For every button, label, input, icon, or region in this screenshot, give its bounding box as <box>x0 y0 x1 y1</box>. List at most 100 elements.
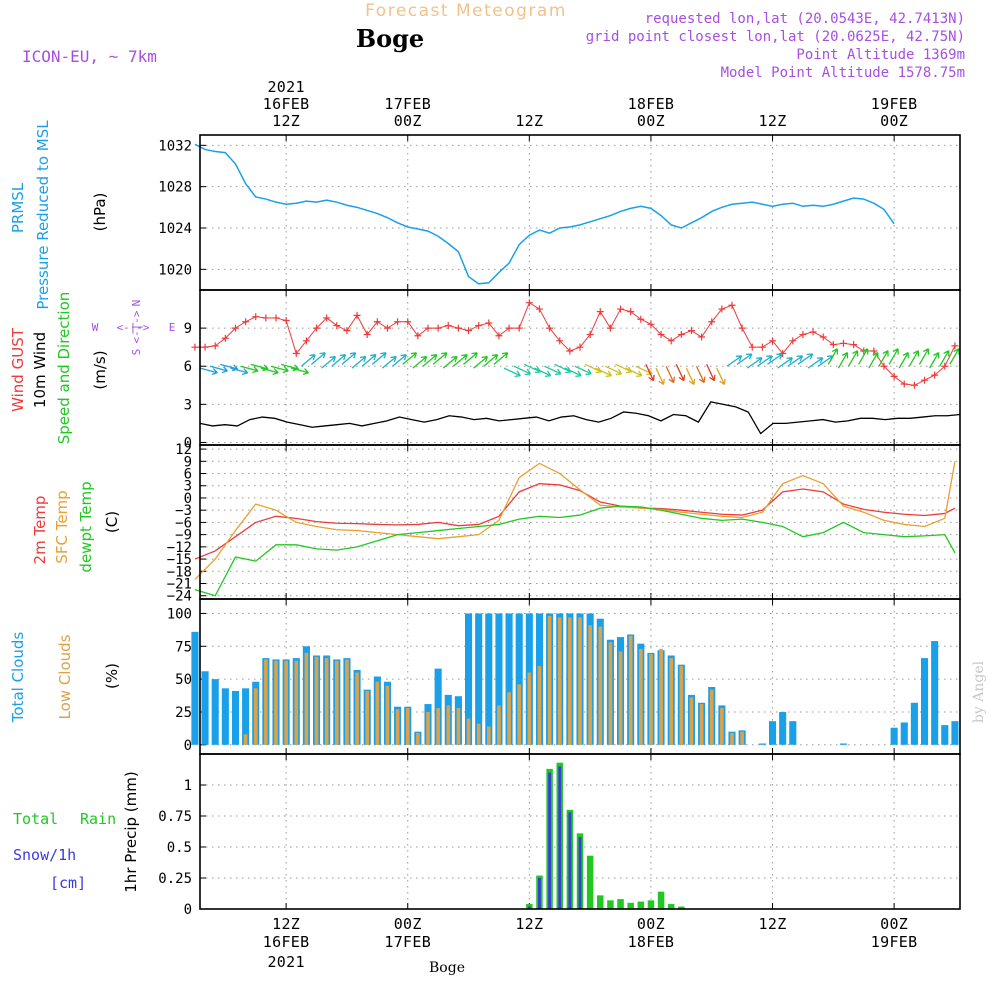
wind-direction-arrow <box>756 355 773 367</box>
clouds-panel: 0 25 50 75 100 <box>167 598 961 755</box>
wind-frame <box>199 289 961 446</box>
gust-marker <box>698 333 706 341</box>
compass-arrows-v: <-|-> <box>130 310 143 343</box>
bottom-date-label: 18FEB <box>628 933 675 951</box>
snow-bar <box>558 766 562 909</box>
temp-ytick-label: −6 <box>175 515 192 531</box>
total-cloud-bar <box>758 743 766 745</box>
gust-marker <box>687 327 695 335</box>
total-cloud-bar <box>505 613 513 745</box>
bottom-hour-label: 00Z <box>637 915 665 933</box>
pressure-ytick-label: 1020 <box>158 262 192 278</box>
wind-direction-arrow <box>291 367 310 376</box>
wind-direction-arrow <box>605 365 623 376</box>
wind-direction-arrow <box>706 364 716 382</box>
gust-marker <box>748 343 756 351</box>
gust-marker <box>850 341 858 349</box>
gust-marker <box>829 341 837 349</box>
bottom-hour-label: 00Z <box>880 915 908 933</box>
snow-unit-label: [cm] <box>50 874 86 892</box>
precip-ytick-label: 1 <box>184 778 192 794</box>
gust-marker <box>221 334 229 342</box>
precip-panel: 0 0.25 0.5 0.75 1 <box>158 753 961 918</box>
top-hour-label: 00Z <box>880 112 908 130</box>
wind-direction-arrow <box>908 350 920 367</box>
gust-marker <box>677 330 685 338</box>
snow-bar <box>527 906 531 909</box>
gust-marker <box>424 324 432 332</box>
wind-direction-arrow <box>807 357 824 369</box>
wind-direction-arrow <box>331 354 347 367</box>
wind-direction-arrow <box>544 365 562 376</box>
gust-marker <box>525 299 533 307</box>
low-cloud-bar <box>557 617 562 745</box>
wind-direction-arrow <box>452 354 468 367</box>
wind-direction-arrow <box>918 348 930 365</box>
gust-marker <box>485 319 493 327</box>
wind-direction-arrow <box>483 354 499 367</box>
wind-direction-arrow <box>564 367 582 377</box>
gust-marker <box>789 337 797 345</box>
wind-direction-arrow <box>422 354 438 367</box>
wind-direction-arrow <box>645 364 655 382</box>
wind-direction-arrow <box>827 348 839 365</box>
gust-marker <box>718 305 726 313</box>
snow-label: Snow/1h <box>13 846 76 864</box>
top-year-label: 2021 <box>267 78 304 96</box>
low-cloud-bar <box>456 708 461 745</box>
top-hour-label: 00Z <box>637 112 665 130</box>
gust-marker <box>900 380 908 388</box>
total-cloud-bar <box>768 721 777 745</box>
snow-bar <box>548 772 552 909</box>
wind-direction-arrow <box>797 353 814 365</box>
wind-direction-arrow <box>787 355 804 367</box>
top-date-label: 17FEB <box>384 95 431 113</box>
top-date-label: 16FEB <box>263 95 310 113</box>
gust-marker <box>657 330 665 338</box>
wind-direction-arrow <box>503 367 521 377</box>
total-cloud-bar <box>242 688 250 745</box>
model-name: ICON-EU, ~ 7km <box>22 47 157 66</box>
wind-direction-arrow <box>381 355 397 369</box>
wind-direction-arrow <box>392 354 407 367</box>
model-point-altitude: Model Point Altitude 1578.75m <box>721 65 965 81</box>
total-cloud-bar <box>890 727 898 745</box>
compass-e: E <box>169 321 176 334</box>
gust-marker <box>941 362 949 370</box>
low-cloud-bar <box>730 732 734 745</box>
total-cloud-bar <box>231 690 240 745</box>
low-cloud-bar <box>497 705 501 745</box>
low-cloud-bar <box>274 660 278 745</box>
wind-direction-arrow <box>888 348 899 365</box>
requested-location: requested lon,lat (20.0543E, 42.7413N) <box>645 11 965 27</box>
wind-ytick-label: 6 <box>184 359 192 375</box>
gust-marker <box>667 337 675 345</box>
top-date-label: 19FEB <box>871 95 918 113</box>
low-cloud-bar <box>649 654 653 745</box>
pressure-label-desc: Pressure Reduced to MSL <box>34 120 52 310</box>
low-cloud-bar <box>426 711 430 745</box>
wind-gust-label: Wind GUST <box>9 327 27 412</box>
gust-marker <box>931 371 939 379</box>
wind-direction-arrow <box>675 364 686 382</box>
low-cloud-bar <box>659 648 663 745</box>
precip-ytick-label: 0.75 <box>158 809 192 825</box>
footer-place: Boge <box>429 960 465 976</box>
pressure-line <box>194 143 895 285</box>
wind-direction-arrow <box>351 355 367 369</box>
low-cloud-bar <box>345 659 349 745</box>
wind-direction-arrow <box>442 355 458 369</box>
gust-marker <box>211 342 219 350</box>
pressure-ytick-label: 1028 <box>158 180 192 196</box>
gust-marker <box>201 343 209 351</box>
total-cloud-bar <box>900 722 908 745</box>
low-cloud-bar <box>385 685 390 745</box>
meteogram-title: Forecast Meteogram <box>365 1 567 21</box>
total-clouds-label: Total Clouds <box>9 632 27 724</box>
gust-marker <box>839 339 847 347</box>
rain-bar <box>667 904 675 909</box>
low-cloud-bar <box>476 723 481 745</box>
temp-ytick-label: 6 <box>184 467 192 483</box>
wind-direction-arrow <box>523 363 542 374</box>
